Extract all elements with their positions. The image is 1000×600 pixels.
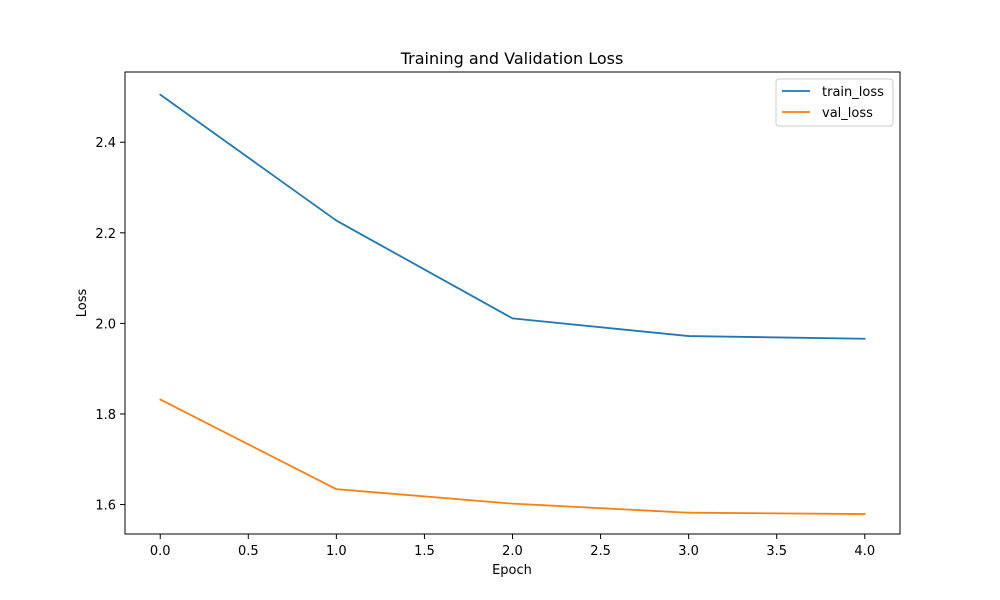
chart-title: Training and Validation Loss bbox=[400, 49, 624, 68]
legend-label-train-loss: train_loss bbox=[822, 85, 884, 100]
data-point-val-loss bbox=[159, 399, 161, 401]
x-tick-label: 2.0 bbox=[502, 544, 523, 559]
data-point-train-loss bbox=[159, 94, 161, 96]
legend-label-val-loss: val_loss bbox=[822, 106, 873, 121]
x-tick-label: 0.0 bbox=[150, 544, 171, 559]
data-point-val-loss bbox=[512, 503, 514, 505]
data-point-val-loss bbox=[864, 513, 866, 515]
y-tick-label: 1.8 bbox=[95, 408, 116, 423]
y-axis-label: Loss bbox=[75, 289, 90, 318]
x-tick-label: 1.0 bbox=[326, 544, 347, 559]
data-point-train-loss bbox=[335, 220, 337, 222]
x-tick-label: 3.0 bbox=[678, 544, 699, 559]
data-point-train-loss bbox=[864, 338, 866, 340]
x-tick-label: 4.0 bbox=[854, 544, 875, 559]
data-point-val-loss bbox=[335, 488, 337, 490]
x-tick-label: 3.5 bbox=[766, 544, 787, 559]
x-tick-label: 1.5 bbox=[414, 544, 435, 559]
data-point-val-loss bbox=[688, 512, 690, 514]
x-tick-label: 0.5 bbox=[238, 544, 259, 559]
x-tick-label: 2.5 bbox=[590, 544, 611, 559]
y-tick-label: 1.6 bbox=[95, 499, 116, 514]
legend: train_loss val_loss bbox=[776, 79, 893, 126]
data-point-train-loss bbox=[512, 318, 514, 320]
y-tick-label: 2.0 bbox=[95, 317, 116, 332]
y-tick-label: 2.4 bbox=[95, 136, 116, 151]
data-point-train-loss bbox=[688, 335, 690, 337]
y-tick-label: 2.2 bbox=[95, 227, 116, 242]
x-axis-label: Epoch bbox=[492, 563, 532, 578]
